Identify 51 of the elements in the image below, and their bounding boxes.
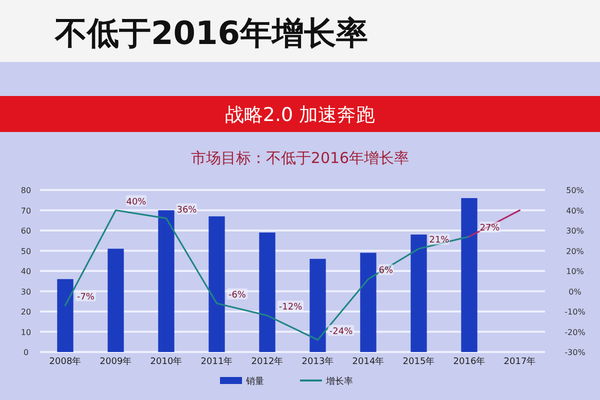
- data-label: -12%: [278, 302, 303, 313]
- y2-tick-label: 40%: [566, 206, 584, 216]
- y2-tick-label: -10%: [564, 308, 586, 316]
- bar: [461, 198, 478, 352]
- bar: [108, 248, 124, 352]
- y-tick-label: 80: [20, 186, 32, 195]
- y-tick-label: 40: [20, 267, 32, 276]
- x-tick-label: 2017年: [504, 356, 536, 367]
- bar: [259, 232, 276, 352]
- bar: [57, 279, 74, 352]
- y-tick-label: 0: [23, 348, 29, 357]
- bar: [208, 216, 225, 352]
- data-label: -7%: [76, 292, 95, 302]
- y-tick-label: 10: [20, 328, 32, 337]
- y2-tick-label: -30%: [564, 348, 586, 357]
- text: 不低于2016年增长率: [54, 14, 368, 52]
- y2-tick-label: 0%: [568, 287, 582, 296]
- y2-tick-label: 30%: [566, 226, 584, 236]
- bar: [158, 210, 174, 352]
- legend-label: 销量: [245, 376, 264, 387]
- data-label: -24%: [329, 326, 354, 337]
- y2-tick-label: 20%: [566, 246, 584, 256]
- y2-tick-label: 50%: [566, 186, 584, 195]
- y-tick-label: 30: [20, 287, 32, 296]
- x-tick-label: 2010年: [150, 356, 182, 367]
- x-tick-label: 2014年: [352, 356, 384, 367]
- y-tick-label: 60: [20, 226, 32, 236]
- y2-tick-label: -20%: [564, 328, 586, 337]
- x-tick-label: 2009年: [100, 356, 132, 367]
- y-tick-label: 20: [20, 308, 32, 316]
- data-label: 36%: [176, 205, 198, 216]
- x-tick-label: 2012年: [251, 356, 284, 367]
- bar: [410, 234, 427, 352]
- data-label: 40%: [126, 197, 147, 208]
- data-label: 6%: [378, 266, 394, 276]
- y2-tick-label: 10%: [566, 267, 584, 276]
- y-tick-label: 50: [20, 246, 32, 256]
- data-label: 27%: [480, 224, 500, 234]
- chart-title: 市场目标：不低于2016年增长率: [190, 149, 410, 167]
- legend-label: 增长率: [325, 376, 353, 387]
- x-tick-label: 2011年: [200, 356, 233, 367]
- bar: [360, 252, 376, 352]
- text: 战略2.0 加速奔跑: [224, 104, 376, 126]
- bar: [310, 258, 326, 352]
- x-tick-label: 2016年: [453, 356, 486, 367]
- data-label: -6%: [228, 290, 246, 300]
- x-tick-label: 2008年: [49, 356, 82, 367]
- x-tick-label: 2013年: [302, 356, 334, 367]
- data-label: 21%: [429, 236, 450, 246]
- x-tick-label: 2015年: [402, 356, 435, 367]
- y-tick-label: 70: [20, 206, 32, 216]
